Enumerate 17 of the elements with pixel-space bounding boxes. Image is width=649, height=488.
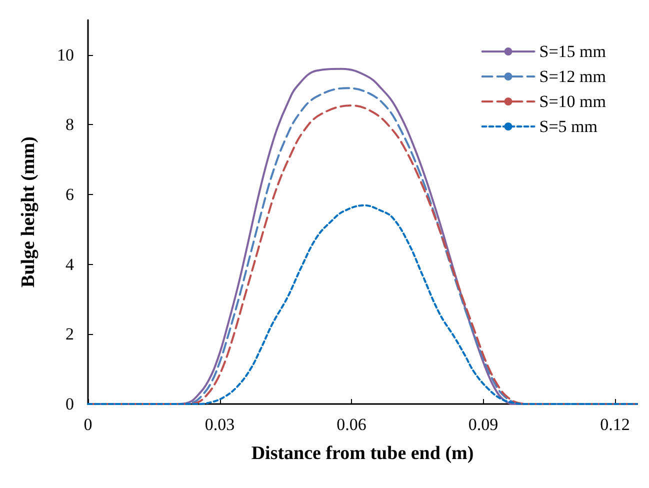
x-tick-label: 0.12 — [600, 415, 630, 434]
x-tick-label: 0.03 — [204, 415, 235, 434]
y-tick-label: 0 — [66, 394, 74, 414]
x-tick-label: 0.09 — [468, 415, 498, 434]
y-tick-label: 8 — [66, 115, 74, 134]
x-tick-label: 0.06 — [336, 415, 366, 434]
legend-label: S=10 mm — [539, 92, 606, 111]
legend-label: S=5 mm — [539, 117, 598, 136]
x-axis-title: Distance from tube end (m) — [251, 443, 474, 464]
y-tick-label: 10 — [57, 45, 74, 64]
y-tick-label: 6 — [66, 185, 74, 204]
y-tick-label: 2 — [66, 324, 74, 344]
legend-label: S=12 mm — [539, 67, 606, 86]
y-axis-title: Bulge height (mm) — [18, 136, 39, 288]
y-tick-label: 4 — [66, 254, 74, 274]
x-tick-label: 0 — [84, 415, 92, 434]
legend-label: S=15 mm — [539, 42, 606, 61]
